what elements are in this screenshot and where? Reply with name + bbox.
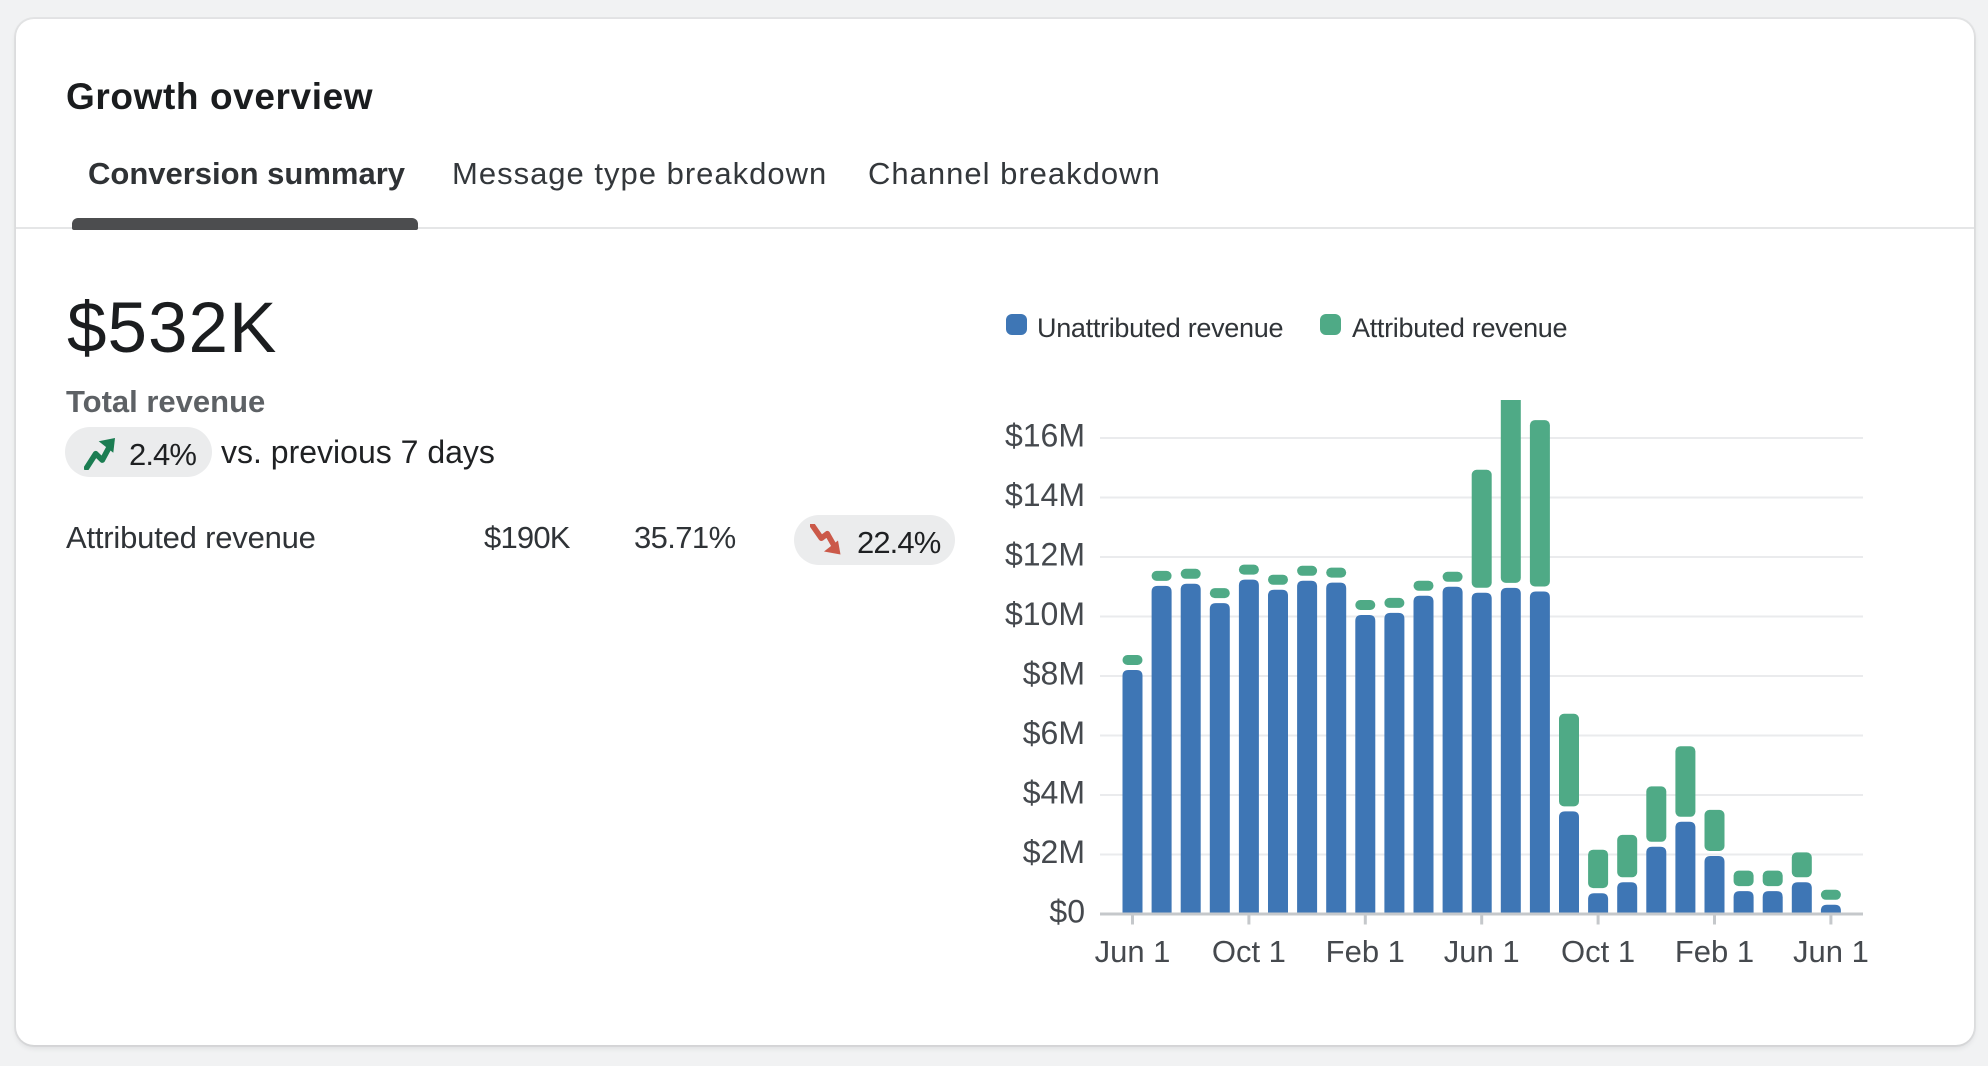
svg-text:$0: $0 bbox=[1049, 894, 1085, 930]
svg-text:$14M: $14M bbox=[1005, 477, 1085, 513]
svg-text:$8M: $8M bbox=[1023, 656, 1085, 692]
svg-text:$16M: $16M bbox=[1005, 418, 1085, 454]
svg-text:Oct 1: Oct 1 bbox=[1212, 934, 1286, 969]
svg-text:Feb 1: Feb 1 bbox=[1675, 934, 1754, 969]
svg-text:$4M: $4M bbox=[1023, 775, 1085, 811]
svg-text:$12M: $12M bbox=[1005, 537, 1085, 573]
svg-text:Oct 1: Oct 1 bbox=[1561, 934, 1635, 969]
svg-text:Jun 1: Jun 1 bbox=[1793, 934, 1869, 969]
svg-text:Jun 1: Jun 1 bbox=[1095, 934, 1171, 969]
svg-text:$10M: $10M bbox=[1005, 596, 1085, 632]
svg-text:$6M: $6M bbox=[1023, 715, 1085, 751]
svg-text:Jun 1: Jun 1 bbox=[1444, 934, 1520, 969]
svg-text:$2M: $2M bbox=[1023, 834, 1085, 870]
svg-text:Feb 1: Feb 1 bbox=[1326, 934, 1405, 969]
